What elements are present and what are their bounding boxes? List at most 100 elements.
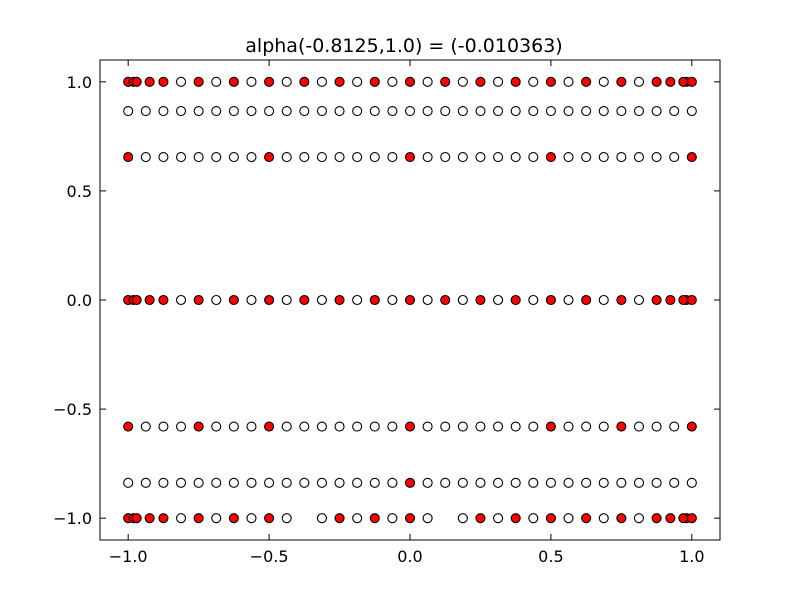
point-open <box>493 106 504 117</box>
point-filled <box>686 421 697 432</box>
point-open <box>528 513 539 524</box>
point-filled <box>581 294 592 306</box>
point-open <box>387 106 398 117</box>
point-filled <box>144 76 155 87</box>
point-open <box>422 477 433 488</box>
point-open <box>651 421 662 432</box>
point-open <box>686 106 697 117</box>
point-open <box>669 152 680 163</box>
point-open <box>493 76 504 87</box>
point-filled <box>616 513 627 524</box>
point-filled <box>158 76 169 87</box>
point-open <box>246 421 257 432</box>
point-filled <box>651 76 662 87</box>
point-open <box>493 513 504 524</box>
point-filled <box>475 294 486 306</box>
point-filled <box>369 294 380 306</box>
point-open <box>633 294 645 306</box>
x-tick-label: 0.5 <box>538 547 563 566</box>
point-filled <box>299 294 310 306</box>
point-filled <box>158 513 169 524</box>
point-open <box>563 421 574 432</box>
point-open <box>387 421 398 432</box>
point-open <box>316 477 327 488</box>
point-open <box>598 152 609 163</box>
point-filled <box>616 294 627 306</box>
point-open <box>457 421 468 432</box>
point-open <box>598 106 609 117</box>
point-filled <box>299 76 310 87</box>
point-open <box>598 477 609 488</box>
point-filled <box>404 513 416 524</box>
point-open <box>457 76 468 87</box>
point-open <box>281 477 292 488</box>
point-filled <box>123 421 134 432</box>
point-filled <box>440 76 451 87</box>
point-open <box>246 477 257 488</box>
point-open <box>246 513 257 524</box>
point-open <box>563 76 574 87</box>
point-open <box>281 294 292 306</box>
point-filled <box>123 152 134 163</box>
y-tick-label: 1.0 <box>67 73 92 92</box>
point-open <box>598 421 609 432</box>
y-axis: −1.0 −0.5 0.0 0.5 1.0 <box>53 73 720 528</box>
point-open <box>281 152 292 163</box>
point-open <box>387 294 398 306</box>
point-open <box>193 477 204 488</box>
point-open <box>440 421 451 432</box>
point-filled <box>686 294 697 306</box>
point-open <box>528 76 539 87</box>
point-open <box>369 421 380 432</box>
point-filled <box>228 513 239 524</box>
point-open <box>387 513 398 524</box>
point-open <box>422 76 433 87</box>
point-open <box>457 152 468 163</box>
point-filled <box>404 294 416 306</box>
point-open <box>211 513 222 524</box>
point-filled <box>440 294 451 306</box>
point-filled <box>510 513 521 524</box>
point-open <box>510 152 521 163</box>
point-filled <box>193 513 204 524</box>
point-open <box>299 106 310 117</box>
point-filled <box>475 76 486 87</box>
x-tick-label: −0.5 <box>250 547 289 566</box>
point-open <box>352 477 363 488</box>
point-filled <box>678 76 689 87</box>
point-open <box>633 513 645 524</box>
point-open <box>211 477 222 488</box>
point-open <box>598 294 609 306</box>
point-open <box>352 513 363 524</box>
point-open <box>140 477 151 488</box>
point-filled <box>545 513 556 524</box>
point-filled <box>369 513 380 524</box>
point-open <box>211 294 222 306</box>
point-open <box>581 421 592 432</box>
point-open <box>281 106 292 117</box>
point-open <box>334 477 345 488</box>
point-open <box>281 76 292 87</box>
point-open <box>475 106 486 117</box>
x-axis: −1.0 −0.5 0.0 0.5 1.0 <box>109 60 705 566</box>
point-filled <box>404 152 416 163</box>
point-filled <box>334 294 345 306</box>
point-open <box>264 106 275 117</box>
point-open <box>510 106 521 117</box>
point-open <box>633 477 645 488</box>
point-open <box>299 421 310 432</box>
point-open <box>404 106 416 117</box>
point-open <box>510 477 521 488</box>
point-filled <box>545 152 556 163</box>
point-open <box>281 513 292 524</box>
point-open <box>211 106 222 117</box>
point-filled <box>678 513 689 524</box>
point-filled <box>193 76 204 87</box>
point-open <box>123 477 134 488</box>
point-open <box>422 294 433 306</box>
point-open <box>422 106 433 117</box>
point-open <box>246 106 257 117</box>
point-filled <box>264 152 275 163</box>
point-open <box>493 477 504 488</box>
point-open <box>651 477 662 488</box>
